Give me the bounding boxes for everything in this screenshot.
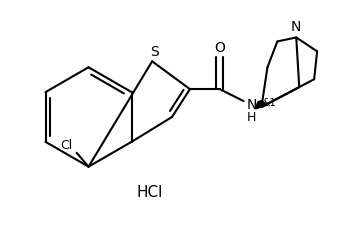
Text: S: S xyxy=(150,45,158,59)
Text: N: N xyxy=(291,19,301,33)
Text: O: O xyxy=(214,41,225,55)
Text: &1: &1 xyxy=(263,98,276,108)
Text: Cl: Cl xyxy=(61,139,73,152)
Text: HCl: HCl xyxy=(137,184,163,199)
Text: N: N xyxy=(246,98,257,112)
Text: H: H xyxy=(247,111,256,124)
